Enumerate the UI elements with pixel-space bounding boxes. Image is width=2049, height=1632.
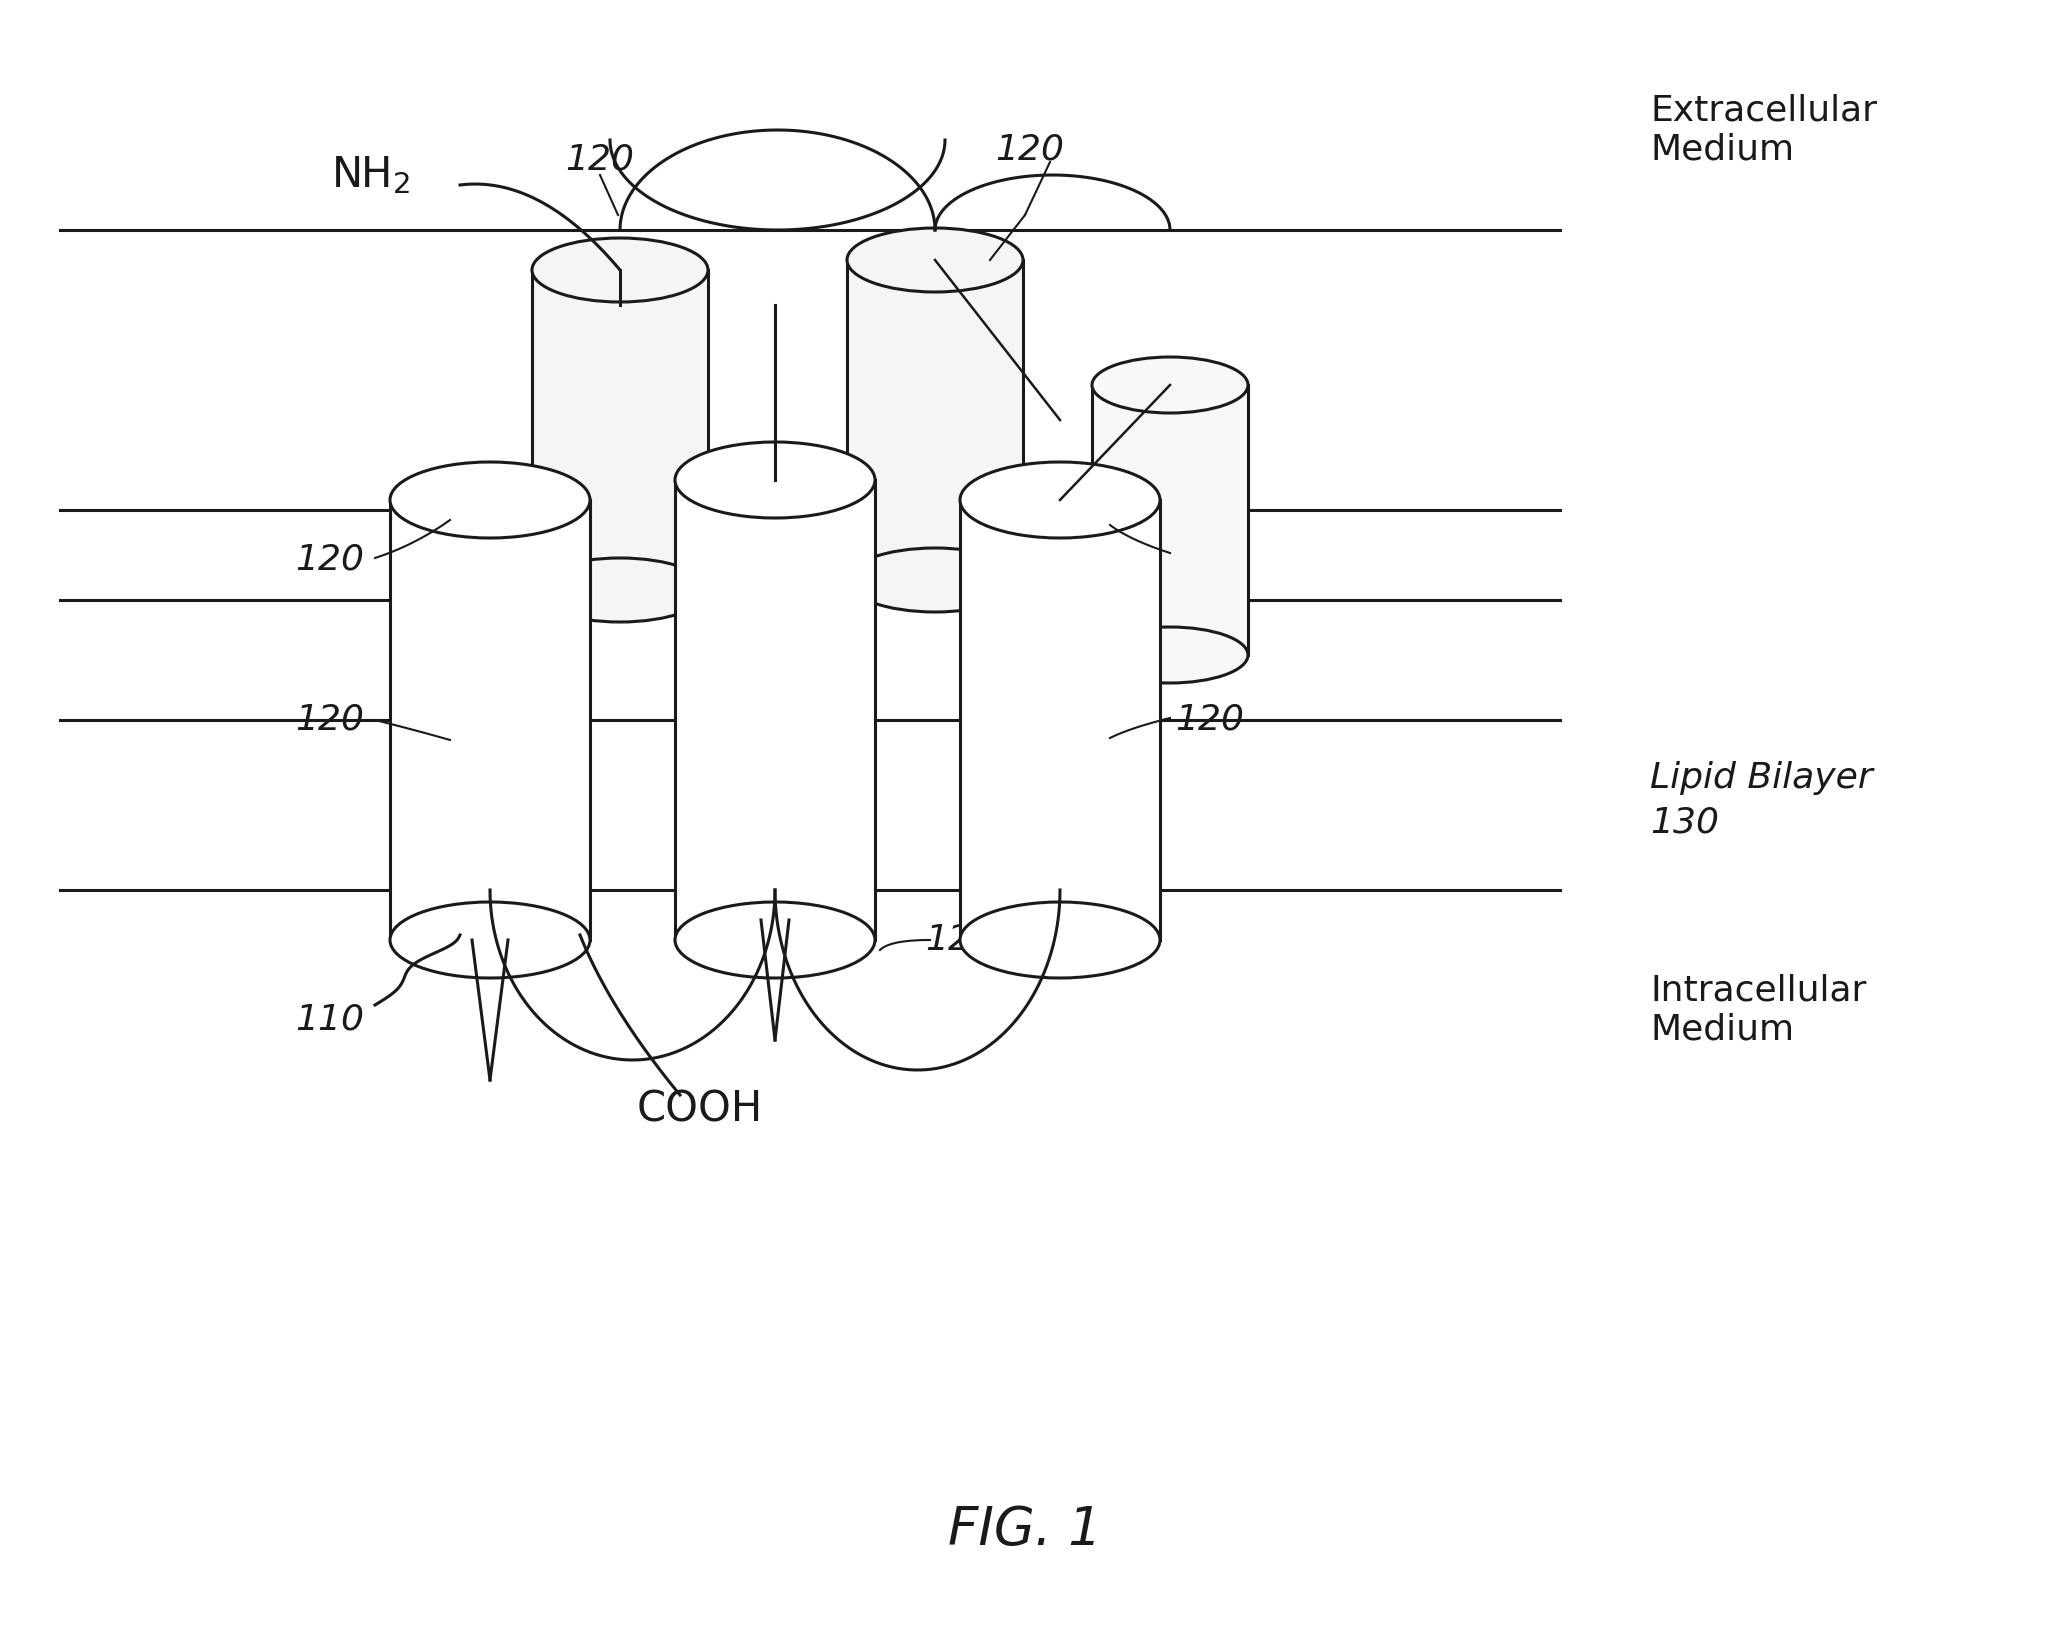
Text: Extracellular
Medium: Extracellular Medium (1649, 93, 1877, 166)
Text: Lipid Bilayer
130: Lipid Bilayer 130 (1649, 761, 1873, 839)
Text: 110: 110 (295, 1004, 365, 1036)
Ellipse shape (846, 228, 1022, 292)
Text: Intracellular
Medium: Intracellular Medium (1649, 973, 1867, 1046)
Bar (533, 269, 709, 591)
Ellipse shape (961, 902, 1160, 978)
Ellipse shape (533, 238, 709, 302)
Text: 120: 120 (1176, 539, 1244, 571)
Ellipse shape (1092, 357, 1248, 413)
Text: 120: 120 (996, 132, 1065, 166)
Text: 120: 120 (926, 924, 994, 956)
Text: 120: 120 (1176, 703, 1244, 738)
Ellipse shape (961, 462, 1160, 539)
Ellipse shape (674, 902, 875, 978)
Text: FIG. 1: FIG. 1 (947, 1505, 1102, 1555)
Bar (961, 499, 1160, 940)
Ellipse shape (674, 442, 875, 517)
Ellipse shape (533, 558, 709, 622)
Text: COOH: COOH (637, 1089, 762, 1131)
Bar (674, 480, 875, 940)
Text: NH$_2$: NH$_2$ (330, 153, 410, 196)
Ellipse shape (389, 902, 590, 978)
Bar (389, 499, 590, 940)
Ellipse shape (389, 462, 590, 539)
Text: 120: 120 (295, 543, 365, 578)
Bar (1092, 385, 1248, 654)
Ellipse shape (846, 548, 1022, 612)
Ellipse shape (1092, 627, 1248, 684)
Text: 120: 120 (295, 703, 365, 738)
Bar (846, 259, 1022, 579)
Text: 120: 120 (566, 144, 635, 176)
